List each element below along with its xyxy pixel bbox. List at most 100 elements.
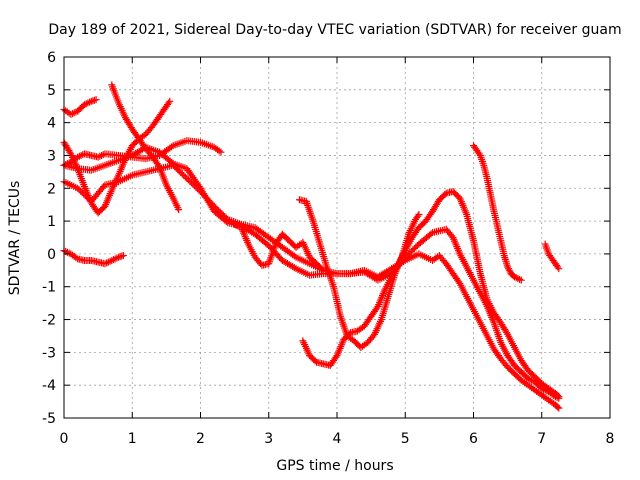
data-point — [551, 389, 562, 400]
data-point — [524, 381, 537, 393]
data-point — [476, 151, 487, 167]
data-point — [538, 384, 551, 395]
series-8 — [299, 188, 563, 401]
data-point — [121, 114, 135, 132]
y-tick-labels: -5 -4 -3 -2 -1 0 1 2 3 4 5 6 — [42, 50, 56, 427]
x-tick-label: 6 — [469, 431, 478, 447]
data-point — [156, 148, 176, 166]
data-point — [67, 250, 80, 262]
data-point — [367, 304, 381, 320]
data-point — [237, 224, 252, 246]
data-point — [408, 225, 422, 241]
data-point — [524, 366, 538, 380]
data-point — [121, 143, 135, 163]
data-point — [384, 272, 398, 301]
data-point — [483, 332, 497, 351]
data-point — [197, 184, 217, 213]
data-point — [149, 153, 162, 169]
data-point — [183, 165, 203, 190]
data-point — [292, 240, 305, 251]
data-point — [162, 181, 176, 200]
x-tick-label: 7 — [537, 431, 546, 447]
data-point — [183, 137, 203, 146]
data-point — [115, 252, 126, 261]
data-point — [108, 173, 122, 194]
data-point — [87, 96, 98, 105]
y-tick-label: -4 — [42, 378, 56, 394]
series-1 — [60, 96, 100, 118]
data-point — [94, 204, 108, 217]
x-tick-label: 8 — [606, 431, 615, 447]
data-point — [343, 332, 356, 344]
data-point — [278, 256, 298, 272]
data-point — [231, 220, 244, 231]
series-11 — [231, 220, 327, 274]
data-point — [538, 391, 551, 403]
data-point — [401, 251, 421, 264]
data-point — [449, 188, 462, 201]
x-tick-label: 0 — [60, 431, 69, 447]
data-point — [330, 283, 344, 318]
y-tick-label: 6 — [47, 50, 56, 66]
data-point — [531, 386, 544, 398]
data-point — [169, 194, 182, 212]
y-tick-label: -5 — [42, 411, 56, 427]
data-point — [504, 363, 517, 376]
data-point — [476, 289, 490, 309]
data-point — [555, 265, 563, 273]
data-point — [175, 206, 183, 214]
series-9 — [295, 196, 423, 351]
data-point — [411, 212, 422, 223]
data-point — [490, 207, 504, 243]
data-point — [251, 224, 271, 240]
y-tick-label: 2 — [47, 181, 56, 197]
data-point — [364, 332, 377, 347]
data-point — [483, 296, 497, 315]
data-point — [510, 343, 524, 363]
data-point — [470, 142, 483, 158]
data-point — [456, 279, 470, 299]
data-point — [480, 161, 491, 181]
data-point — [517, 376, 530, 388]
y-tick-label: 1 — [47, 214, 56, 230]
grid — [63, 56, 611, 419]
data-point — [497, 339, 511, 358]
data-point — [435, 252, 449, 266]
data-point — [251, 230, 271, 248]
data-point — [357, 340, 370, 351]
data-point — [299, 337, 313, 358]
data-point — [449, 270, 463, 286]
data-point — [371, 317, 385, 338]
y-tick-label: 0 — [47, 247, 56, 263]
data-point — [142, 124, 155, 138]
data-point — [548, 255, 558, 266]
data-point — [463, 263, 477, 282]
data-point — [101, 188, 115, 210]
data-point — [92, 96, 100, 104]
data-point — [210, 207, 230, 225]
series-2 — [60, 247, 127, 268]
data-point — [405, 217, 419, 238]
y-tick-label: -1 — [42, 280, 56, 296]
data-point — [490, 345, 504, 361]
data-point — [470, 237, 484, 276]
data-point — [504, 263, 514, 276]
data-point — [551, 401, 562, 411]
data-point — [316, 240, 330, 269]
data-point — [541, 240, 552, 256]
data-point — [415, 250, 435, 264]
data-point — [74, 165, 88, 189]
series-10 — [470, 142, 525, 284]
series-7 — [108, 81, 183, 214]
data-point — [108, 81, 122, 105]
data-point — [517, 357, 531, 373]
series-6 — [60, 97, 174, 217]
data-point — [463, 211, 477, 243]
y-tick-label: 3 — [47, 148, 56, 164]
data-point — [490, 319, 504, 345]
data-point — [169, 160, 189, 172]
data-point — [299, 238, 313, 259]
data-point — [244, 240, 258, 259]
data-point — [435, 191, 449, 204]
